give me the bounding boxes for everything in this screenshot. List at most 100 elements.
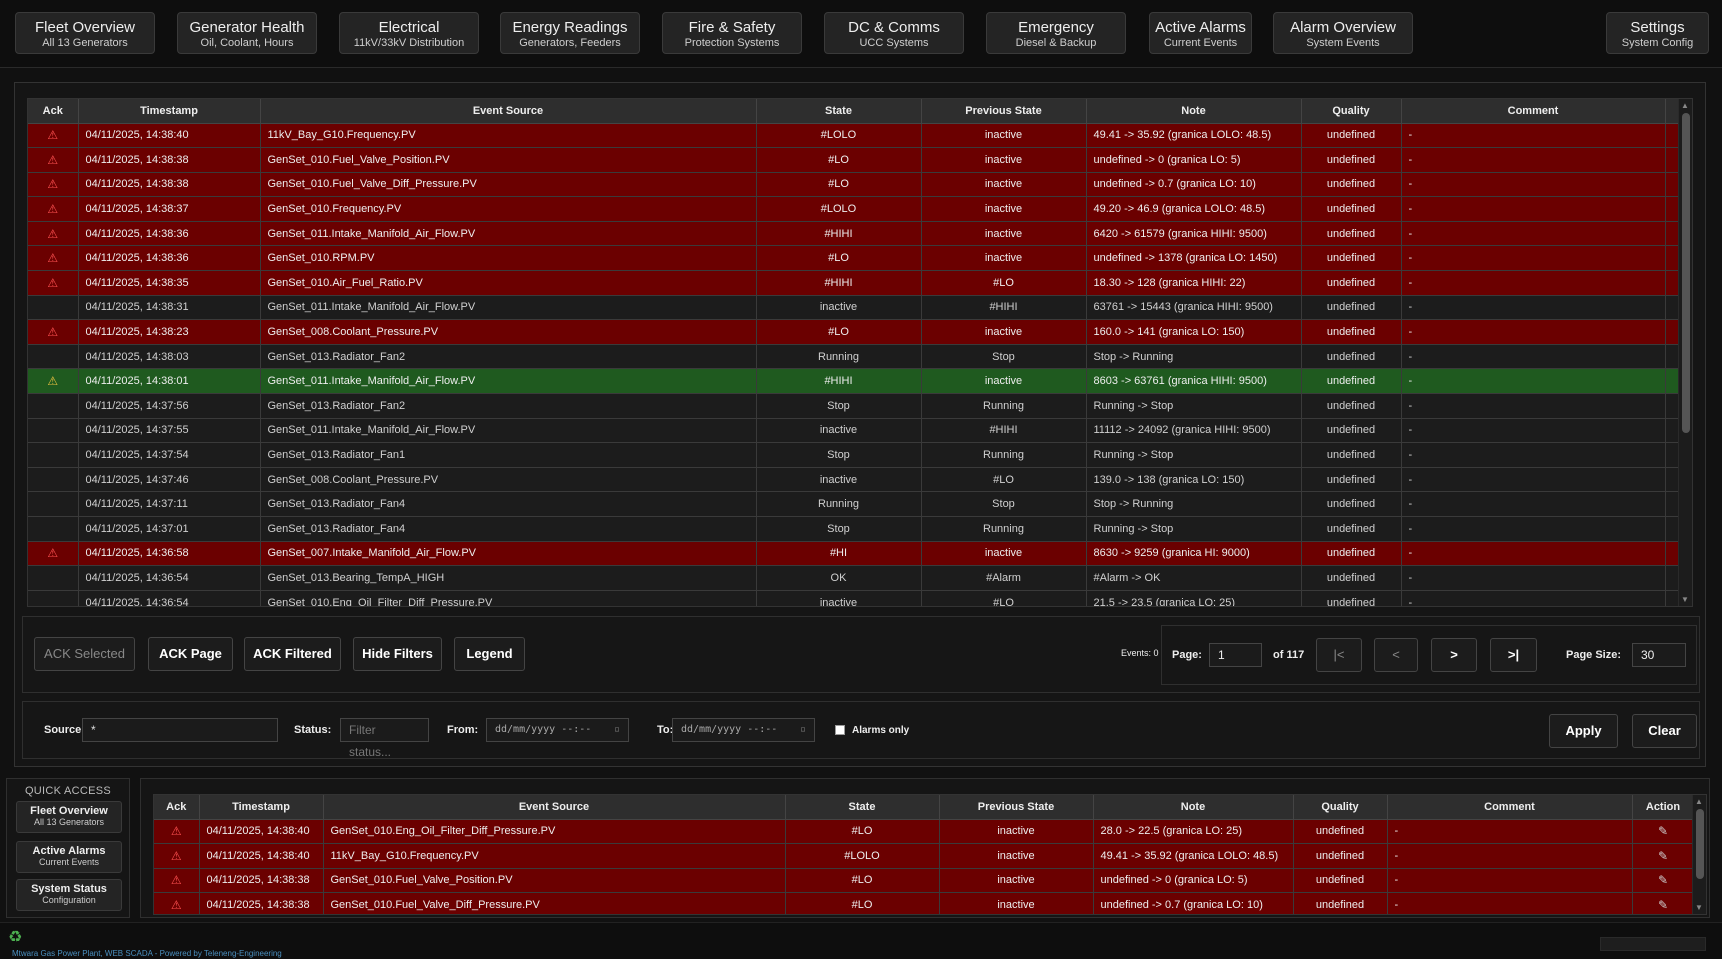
scroll-thumb[interactable] bbox=[1696, 809, 1704, 879]
col-previous-state[interactable]: Previous State bbox=[921, 99, 1087, 124]
comment-cell[interactable]: - bbox=[1401, 319, 1666, 345]
nav-generator-health[interactable]: Generator Health Oil, Coolant, Hours bbox=[177, 12, 317, 54]
ack-page-button[interactable]: ACK Page bbox=[148, 637, 233, 671]
table-row[interactable]: ⚠ 04/11/2025, 14:38:23 GenSet_008.Coolant_… bbox=[28, 319, 1692, 345]
col-note[interactable]: Note bbox=[1093, 795, 1294, 820]
table-row[interactable]: ⚠ 04/11/2025, 14:38:40 11kV_Bay_G10.Freque… bbox=[154, 843, 1695, 869]
scroll-up-icon[interactable]: ▲ bbox=[1695, 797, 1703, 806]
edit-icon[interactable]: ✎ bbox=[1692, 473, 1693, 487]
nav-emergency[interactable]: Emergency Diesel & Backup bbox=[986, 12, 1126, 54]
comment-cell[interactable]: - bbox=[1401, 590, 1666, 606]
col-event-source[interactable]: Event Source bbox=[323, 795, 786, 820]
ack-cell[interactable] bbox=[28, 590, 79, 606]
warning-icon[interactable]: ⚠ bbox=[47, 177, 59, 192]
comment-cell[interactable]: - bbox=[1401, 147, 1666, 173]
table-row[interactable]: ⚠ 04/11/2025, 14:38:38 GenSet_010.Fuel_Val… bbox=[28, 172, 1693, 198]
table-row[interactable]: 04/11/2025, 14:37:01 GenSet_013.Radiator_… bbox=[28, 516, 1693, 542]
edit-icon[interactable]: ✎ bbox=[1692, 546, 1693, 560]
quick-system-status[interactable]: System Status Configuration bbox=[16, 879, 122, 911]
comment-cell[interactable]: - bbox=[1401, 491, 1666, 517]
last-page-button[interactable]: >| bbox=[1490, 638, 1537, 672]
nav-electrical[interactable]: Electrical 11kV/33kV Distribution bbox=[339, 12, 479, 54]
ack-cell[interactable]: ⚠ bbox=[28, 245, 79, 272]
col-ack[interactable]: Ack bbox=[28, 99, 79, 124]
table-row[interactable]: ⚠ 04/11/2025, 14:38:36 GenSet_011.Intake_M… bbox=[28, 221, 1692, 247]
edit-icon[interactable]: ✎ bbox=[1692, 202, 1693, 216]
table-row[interactable]: ⚠ 04/11/2025, 14:38:38 GenSet_010.Fuel_Val… bbox=[154, 868, 1695, 894]
table-row[interactable]: 04/11/2025, 14:37:11 GenSet_013.Radiator_… bbox=[28, 491, 1692, 517]
edit-icon[interactable]: ✎ bbox=[1692, 522, 1693, 536]
comment-cell[interactable]: - bbox=[1401, 467, 1666, 493]
warning-icon[interactable]: ⚠ bbox=[47, 546, 59, 561]
edit-icon[interactable]: ✎ bbox=[1657, 848, 1669, 863]
col-event-source[interactable]: Event Source bbox=[260, 99, 757, 124]
table-row[interactable]: 04/11/2025, 14:38:03 GenSet_013.Radiator_… bbox=[28, 344, 1692, 370]
warning-icon[interactable]: ⚠ bbox=[170, 873, 182, 888]
ack-selected-button[interactable]: ACK Selected bbox=[34, 637, 135, 671]
page-input[interactable]: 1 bbox=[1209, 643, 1262, 667]
edit-icon[interactable]: ✎ bbox=[1657, 898, 1669, 913]
prev-page-button[interactable]: < bbox=[1374, 638, 1418, 672]
nav-energy-readings[interactable]: Energy Readings Generators, Feeders bbox=[500, 12, 640, 54]
ack-cell[interactable]: ⚠ bbox=[28, 196, 79, 222]
ack-cell[interactable] bbox=[28, 516, 79, 542]
scroll-down-icon[interactable]: ▼ bbox=[1695, 903, 1703, 912]
to-datetime-input[interactable]: dd/mm/yyyy --:-- ▫ bbox=[672, 718, 815, 742]
warning-icon[interactable]: ⚠ bbox=[47, 275, 59, 290]
table-row[interactable]: ⚠ 04/11/2025, 14:38:38 GenSet_010.Fuel_Val… bbox=[28, 147, 1692, 173]
col-timestamp[interactable]: Timestamp bbox=[199, 795, 324, 820]
edit-icon[interactable]: ✎ bbox=[1692, 177, 1693, 191]
nav-alarm-overview[interactable]: Alarm Overview System Events bbox=[1273, 12, 1413, 54]
comment-cell[interactable]: - bbox=[1401, 344, 1666, 370]
warning-icon[interactable]: ⚠ bbox=[47, 128, 59, 143]
table-row[interactable]: ⚠ 04/11/2025, 14:38:35 GenSet_010.Air_Fuel… bbox=[28, 270, 1693, 296]
comment-cell[interactable]: - bbox=[1387, 843, 1633, 869]
table-row[interactable]: ⚠ 04/11/2025, 14:38:38 GenSet_010.Fuel_Val… bbox=[154, 892, 1695, 914]
col-comment[interactable]: Comment bbox=[1387, 795, 1633, 820]
nav-settings[interactable]: Settings System Config bbox=[1606, 12, 1709, 54]
comment-cell[interactable]: - bbox=[1387, 892, 1633, 914]
warning-icon[interactable]: ⚠ bbox=[47, 152, 59, 167]
col-comment[interactable]: Comment bbox=[1401, 99, 1666, 124]
scroll-thumb[interactable] bbox=[1682, 113, 1690, 433]
col-state[interactable]: State bbox=[785, 795, 940, 820]
page-size-input[interactable]: 30 bbox=[1632, 643, 1686, 667]
ack-cell[interactable]: ⚠ bbox=[154, 868, 200, 894]
clear-button[interactable]: Clear bbox=[1632, 714, 1697, 748]
col-timestamp[interactable]: Timestamp bbox=[78, 99, 261, 124]
comment-cell[interactable]: - bbox=[1401, 541, 1666, 567]
ack-cell[interactable] bbox=[28, 344, 79, 370]
from-datetime-input[interactable]: dd/mm/yyyy --:-- ▫ bbox=[486, 718, 629, 742]
col-ack[interactable]: Ack bbox=[154, 795, 200, 820]
quick-fleet-overview[interactable]: Fleet Overview All 13 Generators bbox=[16, 801, 122, 833]
active-alarms-scrollbar[interactable]: ▲ ▼ bbox=[1692, 795, 1706, 914]
edit-icon[interactable]: ✎ bbox=[1692, 571, 1693, 585]
ack-cell[interactable]: ⚠ bbox=[28, 172, 79, 198]
table-row[interactable]: ⚠ 04/11/2025, 14:36:58 GenSet_007.Intake_M… bbox=[28, 541, 1693, 567]
warning-icon[interactable]: ⚠ bbox=[47, 202, 59, 217]
legend-button[interactable]: Legend bbox=[454, 637, 525, 671]
ack-cell[interactable]: ⚠ bbox=[28, 147, 79, 173]
edit-icon[interactable]: ✎ bbox=[1692, 276, 1693, 290]
table-row[interactable]: 04/11/2025, 14:36:54 GenSet_010.Eng_Oil_F… bbox=[28, 590, 1692, 606]
comment-cell[interactable]: - bbox=[1401, 245, 1666, 272]
ack-cell[interactable]: ⚠ bbox=[28, 319, 79, 345]
ack-cell[interactable] bbox=[28, 393, 79, 419]
ack-cell[interactable] bbox=[28, 467, 79, 493]
comment-cell[interactable]: - bbox=[1401, 221, 1666, 247]
nav-fleet-overview[interactable]: Fleet Overview All 13 Generators bbox=[15, 12, 155, 54]
table-row[interactable]: 04/11/2025, 14:37:55 GenSet_011.Intake_Ma… bbox=[28, 418, 1692, 444]
edit-icon[interactable]: ✎ bbox=[1692, 399, 1693, 413]
ack-filtered-button[interactable]: ACK Filtered bbox=[244, 637, 341, 671]
col-state[interactable]: State bbox=[756, 99, 922, 124]
comment-cell[interactable]: - bbox=[1401, 123, 1666, 149]
table-row[interactable]: 04/11/2025, 14:37:54 GenSet_013.Radiator_… bbox=[28, 442, 1692, 468]
comment-cell[interactable]: - bbox=[1387, 868, 1633, 894]
ack-cell[interactable]: ⚠ bbox=[28, 123, 79, 149]
ack-cell[interactable] bbox=[28, 295, 79, 321]
table-row[interactable]: 04/11/2025, 14:37:46 GenSet_008.Coolant_P… bbox=[28, 467, 1693, 493]
comment-cell[interactable]: - bbox=[1401, 172, 1666, 198]
table-row[interactable]: ⚠ 04/11/2025, 14:38:01 GenSet_011.Intake_M… bbox=[28, 368, 1692, 395]
ack-cell[interactable] bbox=[28, 491, 79, 517]
comment-cell[interactable]: - bbox=[1401, 418, 1666, 444]
